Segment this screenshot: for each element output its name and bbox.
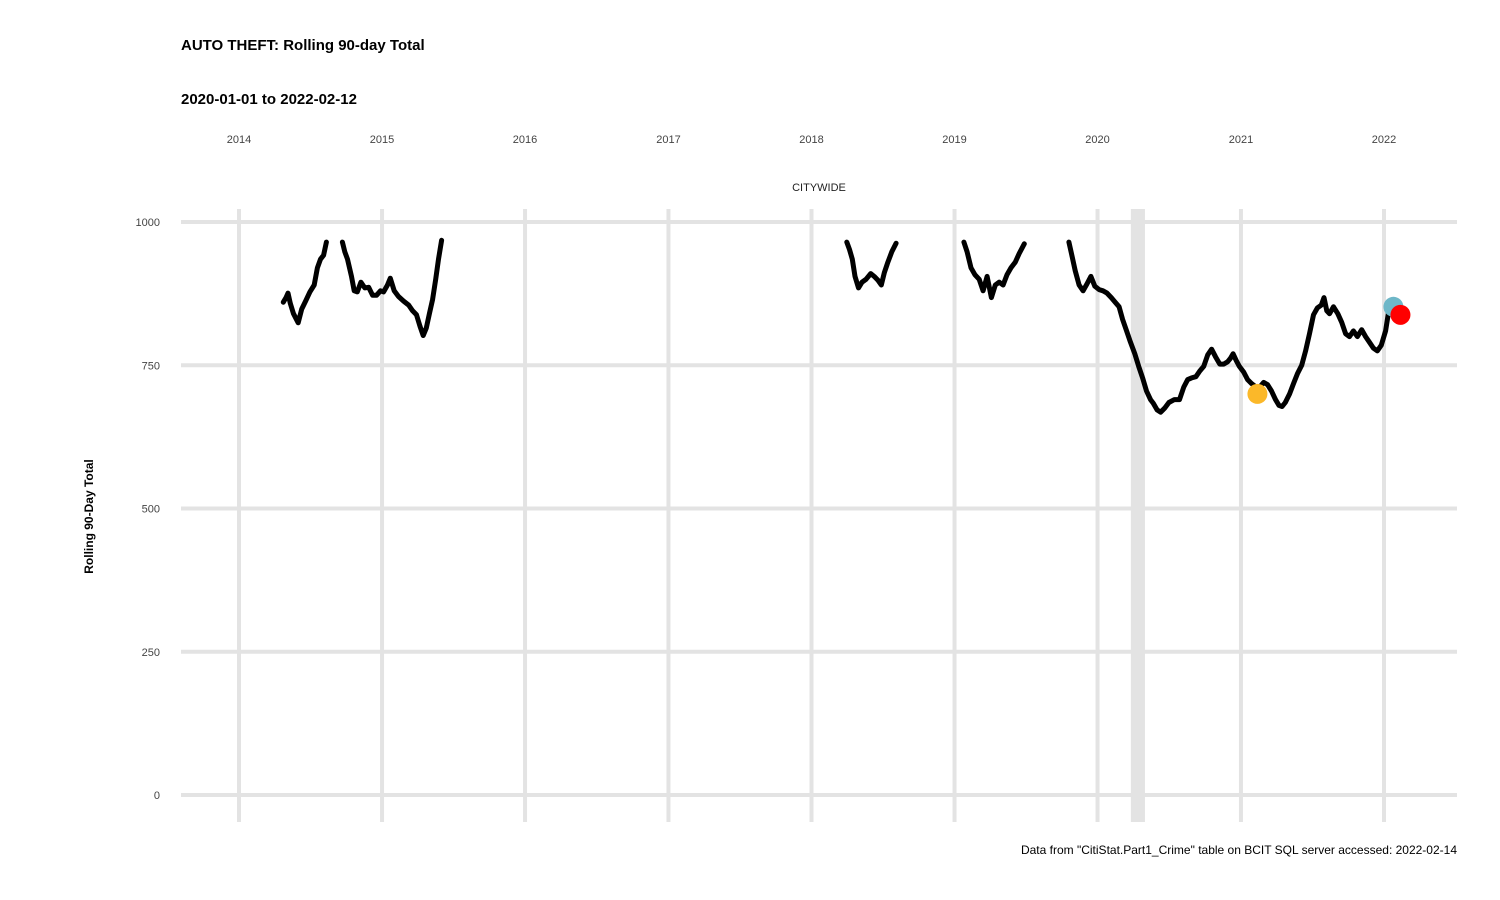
- x-tick-label: 2018: [799, 134, 823, 146]
- y-axis-title: Rolling 90-Day Total: [82, 459, 96, 573]
- point-layer: [1247, 296, 1411, 404]
- y-tick-label: 0: [154, 790, 160, 802]
- highlight-point: [1390, 304, 1411, 325]
- x-tick-label: 2017: [656, 134, 680, 146]
- chart-subtitle: 2020-01-01 to 2022-02-12: [181, 91, 357, 108]
- series-line-segment: [339, 237, 445, 338]
- highlight-point: [1247, 383, 1268, 404]
- grid-layer: [181, 209, 1457, 822]
- series-line-segment: [1066, 239, 1394, 415]
- x-tick-label: 2022: [1372, 134, 1396, 146]
- series-line-segment: [280, 239, 329, 326]
- y-tick-label: 1000: [136, 217, 160, 229]
- series-line-segment: [961, 239, 1027, 301]
- x-tick-label: 2019: [942, 134, 966, 146]
- x-tick-label: 2020: [1085, 134, 1109, 146]
- label-layer: 0 250 500 750 1000 2014 2015 2016 2017 2018 2019 20…: [82, 134, 1396, 802]
- highlight-band: [1130, 209, 1145, 822]
- line-layer: [280, 237, 1394, 415]
- chart-caption: Data from "CitiStat.Part1_Crime" table o…: [1020, 843, 1457, 857]
- series-line-segment: [844, 239, 899, 291]
- facet-label: CITYWIDE: [792, 182, 846, 194]
- chart-title: AUTO THEFT: Rolling 90-day Total: [181, 37, 425, 54]
- x-tick-label: 2015: [370, 134, 394, 146]
- y-tick-label: 250: [142, 647, 160, 659]
- x-tick-label: 2021: [1229, 134, 1253, 146]
- x-tick-label: 2016: [513, 134, 537, 146]
- x-tick-label: 2014: [227, 134, 251, 146]
- y-tick-label: 750: [142, 360, 160, 372]
- highlight-band-layer: [1130, 209, 1145, 822]
- y-tick-label: 500: [142, 504, 160, 516]
